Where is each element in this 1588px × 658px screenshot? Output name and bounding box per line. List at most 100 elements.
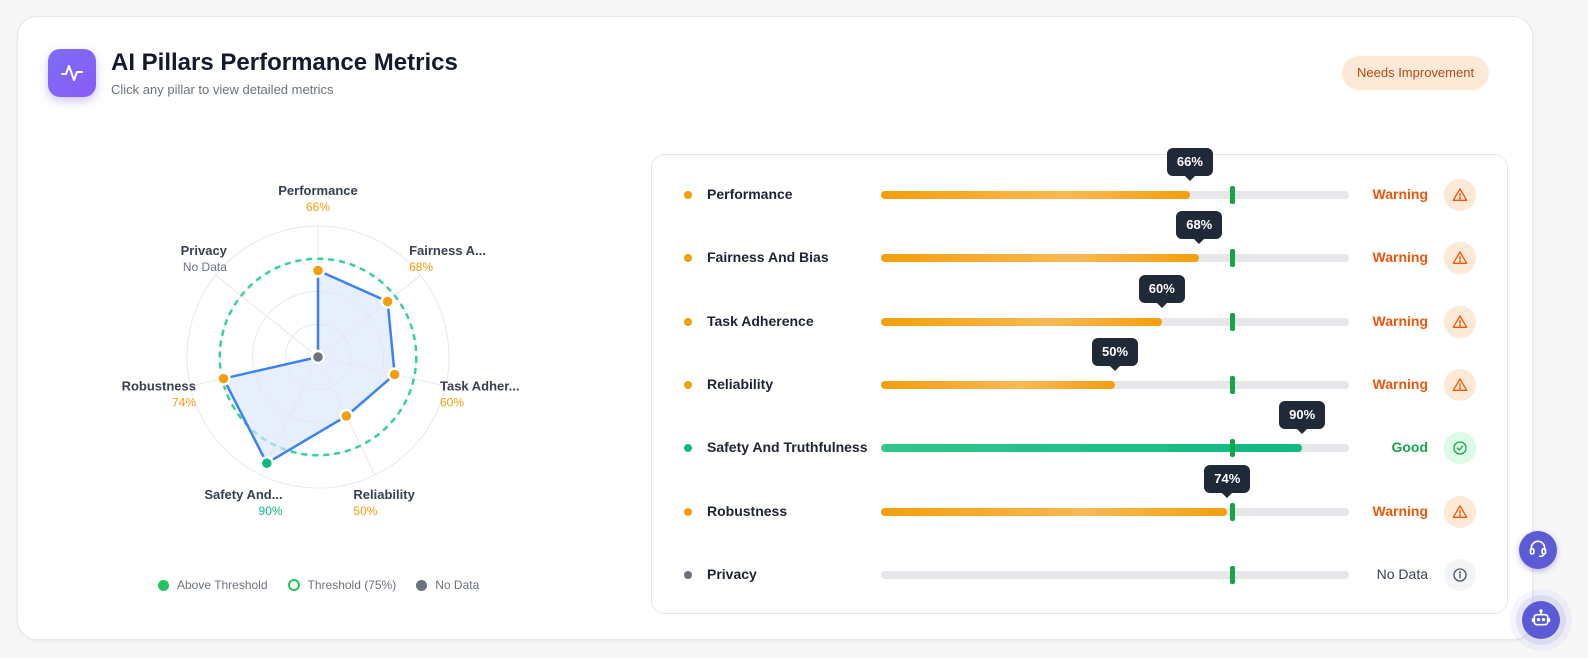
warning-triangle-icon[interactable] [1444, 305, 1476, 338]
robot-icon [1531, 608, 1551, 633]
warning-triangle-icon[interactable] [1444, 179, 1476, 211]
pillar-row[interactable]: Fairness And Bias 68% Warning [652, 211, 1507, 283]
radar-value-label: 68% [409, 260, 433, 274]
status-label: Warning [1372, 186, 1428, 202]
legend-item: Above Threshold [158, 578, 268, 592]
status-dot [684, 444, 692, 453]
check-circle-icon[interactable] [1444, 432, 1476, 465]
legend-swatch [416, 579, 428, 591]
pillar-name: Fairness And Bias [707, 249, 829, 266]
radar-point[interactable] [339, 408, 354, 424]
radar-axis-label: Robustness [122, 379, 196, 394]
radar-point[interactable] [387, 367, 402, 382]
progress-track: 74% [881, 464, 1349, 521]
legend-label: Above Threshold [177, 578, 268, 592]
progress-track: 68% [881, 211, 1349, 268]
status-dot [684, 380, 692, 389]
headset-icon [1528, 538, 1548, 563]
radar-chart[interactable]: Performance 66% Fairness A... 68% Task Adher… [0, 0, 640, 560]
radar-point[interactable] [259, 455, 275, 471]
pillar-row[interactable]: Privacy No Data [652, 550, 1507, 600]
legend-item: No Data [416, 578, 479, 592]
radar-spoke [215, 274, 319, 358]
radar-point[interactable] [380, 294, 395, 309]
radar-value-label: 60% [440, 396, 464, 410]
legend-label: Threshold (75%) [307, 578, 397, 592]
info-icon[interactable] [1444, 558, 1476, 591]
chart-legend: Above Threshold Threshold (75%) No Data [158, 578, 479, 592]
threshold-marker [1230, 186, 1235, 204]
progress-track: 50% [881, 337, 1349, 394]
status-label: Warning [1372, 249, 1428, 266]
activity-icon [48, 49, 96, 97]
radar-point[interactable] [216, 371, 231, 386]
metrics-panel: Performance 66% Warning Fairness And Bia… [651, 148, 1508, 614]
threshold-marker [1230, 565, 1235, 584]
status-badge: Needs Improvement [1342, 56, 1490, 90]
radar-axis-label: Performance [278, 183, 357, 198]
value-tooltip: 50% [1091, 337, 1139, 371]
status-label: Warning [1372, 312, 1428, 329]
radar-axis-label: Safety And... [204, 487, 282, 502]
status-dot [684, 191, 692, 199]
radar-value-label: No Data [183, 260, 227, 274]
pillar-row[interactable]: Performance 66% Warning [652, 148, 1507, 220]
legend-item: Threshold (75%) [287, 578, 397, 592]
value-tooltip: 74% [1204, 464, 1251, 498]
progress-fill [881, 380, 1115, 389]
pillar-name: Safety And Truthfulness [707, 439, 868, 456]
status-dot [684, 507, 692, 516]
support-button[interactable] [1519, 531, 1557, 569]
pillar-row[interactable]: Reliability 50% Warning [652, 337, 1507, 410]
pillar-row[interactable]: Robustness 74% Warning [652, 464, 1507, 537]
radar-point[interactable] [310, 263, 326, 278]
radar-value-label: 50% [353, 504, 377, 518]
status-label: No Data [1376, 565, 1428, 582]
radar-value-label: 66% [306, 200, 330, 214]
radar-axis-label: Fairness A... [409, 243, 486, 258]
status-label: Warning [1372, 502, 1428, 519]
value-tooltip: 60% [1138, 274, 1185, 308]
threshold-marker [1230, 439, 1235, 458]
page-subtitle: Click any pillar to view detailed metric… [111, 82, 334, 97]
radar-point[interactable] [310, 349, 326, 365]
status-dot [684, 570, 692, 579]
progress-track: 60% [881, 274, 1349, 331]
radar-axis-label: Privacy [181, 243, 228, 258]
progress-fill [881, 191, 1190, 199]
status-label: Good [1391, 439, 1428, 456]
status-label: Warning [1372, 375, 1428, 392]
warning-triangle-icon[interactable] [1444, 368, 1476, 401]
warning-triangle-icon[interactable] [1444, 242, 1476, 275]
legend-label: No Data [435, 578, 480, 592]
pillar-row[interactable]: Safety And Truthfulness 90% Good [652, 401, 1507, 473]
progress-fill [881, 317, 1162, 326]
progress-fill [881, 254, 1200, 263]
threshold-ring [218, 257, 418, 457]
pillar-name: Performance [707, 186, 793, 202]
progress-fill [881, 444, 1303, 453]
progress-fill [881, 507, 1228, 516]
radar-axis-label: Reliability [353, 487, 415, 502]
threshold-marker [1230, 249, 1235, 268]
pillar-row[interactable]: Task Adherence 60% Warning [652, 274, 1507, 347]
progress-track [881, 565, 1349, 584]
radar-axis-label: Task Adher... [440, 379, 519, 394]
warning-triangle-icon[interactable] [1444, 495, 1476, 528]
threshold-marker [1230, 502, 1235, 521]
pillar-name: Task Adherence [707, 312, 814, 329]
page-title: AI Pillars Performance Metrics [111, 49, 458, 76]
pillar-name: Privacy [707, 565, 757, 582]
legend-swatch [158, 579, 169, 591]
status-dot [684, 317, 692, 326]
radar-value-label: 90% [259, 504, 283, 518]
radar-value-label: 74% [172, 396, 196, 410]
legend-swatch [287, 579, 300, 591]
progress-track: 66% [881, 148, 1349, 204]
assistant-button[interactable] [1522, 601, 1560, 639]
pillar-name: Robustness [707, 502, 788, 519]
value-tooltip: 90% [1279, 401, 1326, 435]
value-tooltip: 68% [1176, 211, 1223, 245]
pillar-name: Reliability [707, 375, 774, 392]
threshold-marker [1230, 312, 1235, 331]
